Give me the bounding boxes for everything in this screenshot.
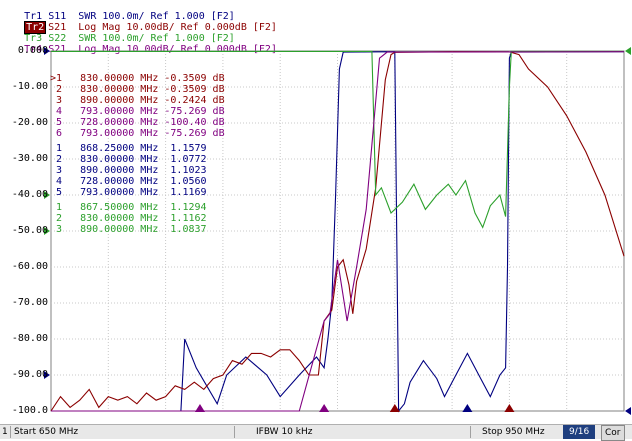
reference-arrow — [44, 371, 50, 379]
marker-row: 2 830.00000 MHz 1.0772 — [50, 154, 207, 165]
stimulus-marker[interactable] — [504, 404, 515, 412]
trace-id: Tr4 — [24, 44, 43, 55]
y-label: -20.00 — [11, 117, 48, 128]
start-frequency[interactable]: Start 650 MHz — [14, 427, 79, 437]
stop-frequency[interactable]: Stop 950 MHz — [482, 427, 545, 437]
stimulus-marker[interactable] — [319, 404, 330, 412]
trace-id: Tr2 — [24, 21, 47, 34]
trace-row-1[interactable]: Tr1 S11 SWR 100.0m/ Ref 1.000 [F2] — [0, 0, 235, 22]
marker-row: 1 868.25000 MHz 1.1579 — [50, 143, 207, 154]
status-divider — [10, 426, 11, 438]
y-label: -40.00 — [11, 189, 48, 200]
marker-row: 1 867.50000 MHz 1.1294 — [50, 202, 207, 213]
y-label: -80.00 — [11, 333, 48, 344]
reference-arrow — [44, 191, 50, 199]
chart-svg[interactable] — [0, 44, 632, 424]
status-divider — [234, 426, 235, 438]
ifbw[interactable]: IFBW 10 kHz — [256, 427, 313, 437]
marker-row: 3 890.00000 MHz -0.2424 dB — [50, 95, 225, 106]
marker-row: 4 728.00000 MHz 1.0560 — [50, 176, 207, 187]
trace-row-4[interactable]: Tr4 S21 Log Mag 10.00dB/ Ref 0.000dB [F2… — [0, 33, 277, 55]
y-label: -60.00 — [11, 261, 48, 272]
y-label: -90.00 — [11, 369, 48, 380]
plot-area[interactable]: 0.000 -10.00 -20.00 -30.00 -40.00 -50.00… — [0, 44, 632, 424]
stimulus-marker[interactable] — [194, 404, 205, 412]
marker-row: 2 830.00000 MHz -0.3509 dB — [50, 84, 225, 95]
correction-indicator[interactable]: Cor — [601, 425, 625, 441]
trace-desc: S22 SWR 100.0m/ Ref 1.000 [F2] — [48, 33, 235, 44]
stimulus-marker[interactable] — [389, 404, 400, 412]
trace-desc: S11 SWR 100.0m/ Ref 1.000 [F2] — [48, 11, 235, 22]
marker-row: 5 728.00000 MHz -100.40 dB — [50, 117, 225, 128]
marker-row: >1 830.00000 MHz -0.3509 dB — [50, 73, 225, 84]
reference-arrow — [44, 47, 50, 55]
trace-id: Tr1 — [24, 11, 43, 22]
marker-row: 3 890.00000 MHz 1.1023 — [50, 165, 207, 176]
status-bar: 1 Start 650 MHz IFBW 10 kHz Stop 950 MHz… — [0, 424, 632, 441]
trace-line-tr4 — [51, 51, 625, 412]
marker-row: 4 793.00000 MHz -75.269 dB — [50, 106, 225, 117]
stimulus-marker[interactable] — [462, 404, 473, 412]
reference-arrow — [44, 227, 50, 235]
status-divider — [470, 426, 471, 438]
trace-line-tr3 — [51, 50, 624, 229]
trace-row-3[interactable]: Tr3 S22 SWR 100.0m/ Ref 1.000 [F2] — [0, 22, 235, 44]
channel-number[interactable]: 1 — [2, 427, 8, 437]
trace-header: Tr1 S11 SWR 100.0m/ Ref 1.000 [F2] Tr2 S2… — [0, 0, 632, 55]
marker-row: 6 793.00000 MHz -75.269 dB — [50, 128, 225, 139]
reference-arrow — [625, 47, 631, 55]
y-label: -50.00 — [11, 225, 48, 236]
marker-row: 3 890.00000 MHz 1.0837 — [50, 224, 207, 235]
marker-row: 2 830.00000 MHz 1.1162 — [50, 213, 207, 224]
trace-desc: S21 Log Mag 10.00dB/ Ref 0.000dB [F2] — [48, 22, 277, 33]
y-label: -100.0 — [11, 405, 48, 416]
y-label: -10.00 — [11, 81, 48, 92]
y-label: -30.00 — [11, 153, 48, 164]
y-label: 0.000 — [17, 45, 48, 56]
reference-arrow — [625, 407, 631, 415]
page-indicator[interactable]: 9/16 — [563, 425, 596, 439]
marker-row: 5 793.00000 MHz 1.1169 — [50, 187, 207, 198]
trace-desc: S21 Log Mag 10.00dB/ Ref 0.000dB [F2] — [48, 44, 277, 55]
y-label: -70.00 — [11, 297, 48, 308]
trace-row-2[interactable]: Tr2 S21 Log Mag 10.00dB/ Ref 0.000dB [F2] — [0, 11, 277, 34]
trace-id: Tr3 — [24, 33, 43, 44]
